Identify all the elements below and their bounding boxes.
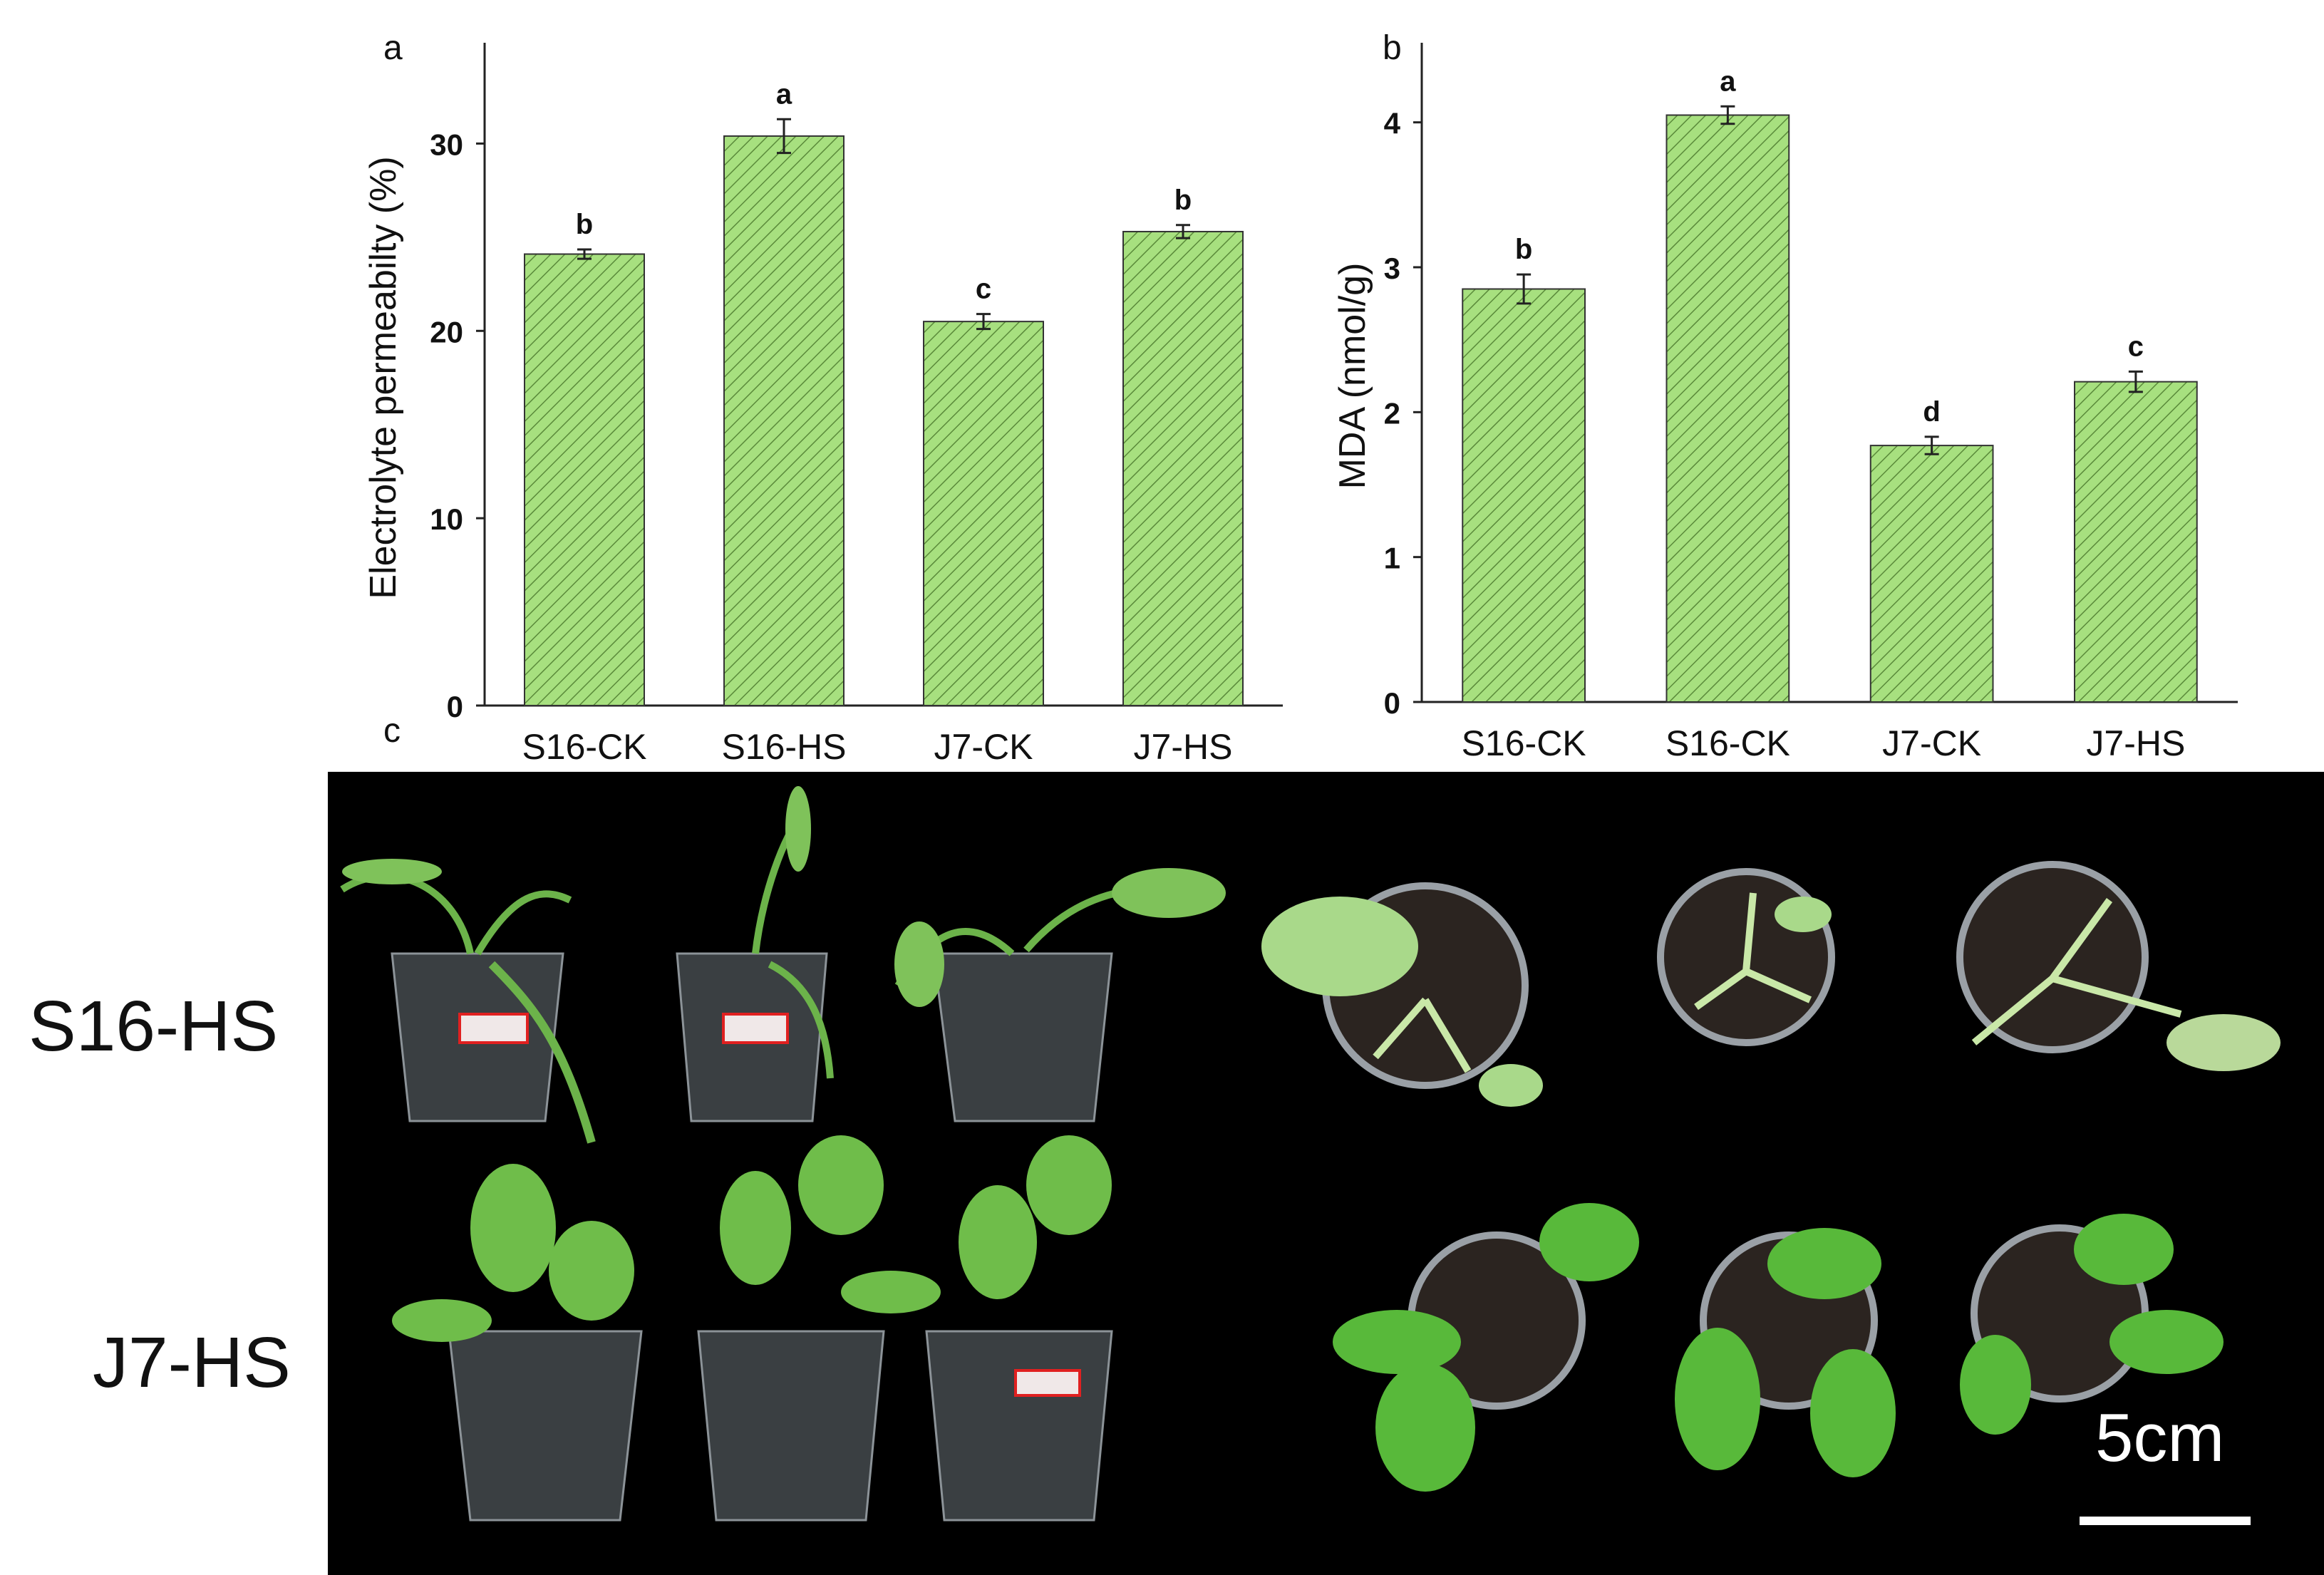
scale-bar-label: 5cm: [2095, 1400, 2225, 1476]
bar: [1122, 230, 1244, 706]
category-label: J7-HS: [2086, 723, 2185, 763]
category-label: S16-HS: [721, 727, 846, 767]
j7-top-pots: [1333, 1203, 2224, 1492]
y-tick-label: 30: [430, 128, 463, 161]
y-tick-label: 1: [1384, 542, 1400, 575]
category-label: S16-CK: [1665, 723, 1790, 763]
significance-label: b: [576, 209, 593, 240]
row-label-j7-hs: J7-HS: [93, 1323, 291, 1403]
y-tick-label: 0: [1384, 686, 1400, 720]
row-label-s16-hs: S16-HS: [29, 986, 279, 1066]
bar: [1869, 445, 1994, 703]
y-tick-label: 2: [1384, 396, 1400, 430]
category-label: J7-CK: [1882, 723, 1981, 763]
plant-photo-illustration: [340, 786, 2281, 1522]
significance-label: b: [1174, 185, 1192, 216]
bar: [923, 321, 1044, 706]
category-label: S16-CK: [522, 727, 646, 767]
category-label: J7-HS: [1134, 727, 1233, 767]
chart-b: 0 1 2 3 4 MDA (nmol/g) b S16-CK a S16-CK d J7-CK c J7…: [1332, 43, 2238, 763]
s16-side-pots: [340, 786, 1226, 1144]
category-label: J7-CK: [934, 727, 1033, 767]
y-axis-label: Electrolyte permeabilty (%): [363, 156, 404, 599]
panel-letter-b: b: [1383, 29, 1402, 67]
bar: [723, 135, 845, 706]
bar: [2074, 381, 2198, 703]
y-tick-label: 4: [1384, 107, 1401, 140]
j7-side-pots: [392, 1135, 1113, 1522]
s16-top-pots: [1261, 861, 2281, 1107]
bar: [1462, 288, 1586, 703]
significance-label: a: [1720, 66, 1736, 97]
y-axis-label: MDA (nmol/g): [1332, 263, 1373, 490]
bar: [1665, 114, 1790, 703]
y-tick-label: 0: [447, 690, 463, 723]
significance-label: b: [1515, 234, 1532, 265]
y-tick-label: 10: [430, 502, 463, 536]
category-label: S16-CK: [1462, 723, 1586, 763]
chart-a: 0 10 20 30 Electrolyte permeabilty (%) b S16-C…: [363, 43, 1283, 767]
y-tick-label: 20: [430, 315, 463, 348]
significance-label: a: [776, 78, 792, 110]
panel-letter-a: a: [383, 29, 403, 67]
scale-bar: [2080, 1517, 2251, 1525]
significance-label: d: [1923, 396, 1940, 428]
bar: [524, 253, 645, 706]
plant-photo-panel: 5cm: [328, 772, 2324, 1575]
significance-label: c: [2128, 331, 2144, 362]
panel-letter-c: c: [383, 712, 401, 750]
y-tick-label: 3: [1384, 252, 1400, 285]
significance-label: c: [976, 274, 991, 305]
